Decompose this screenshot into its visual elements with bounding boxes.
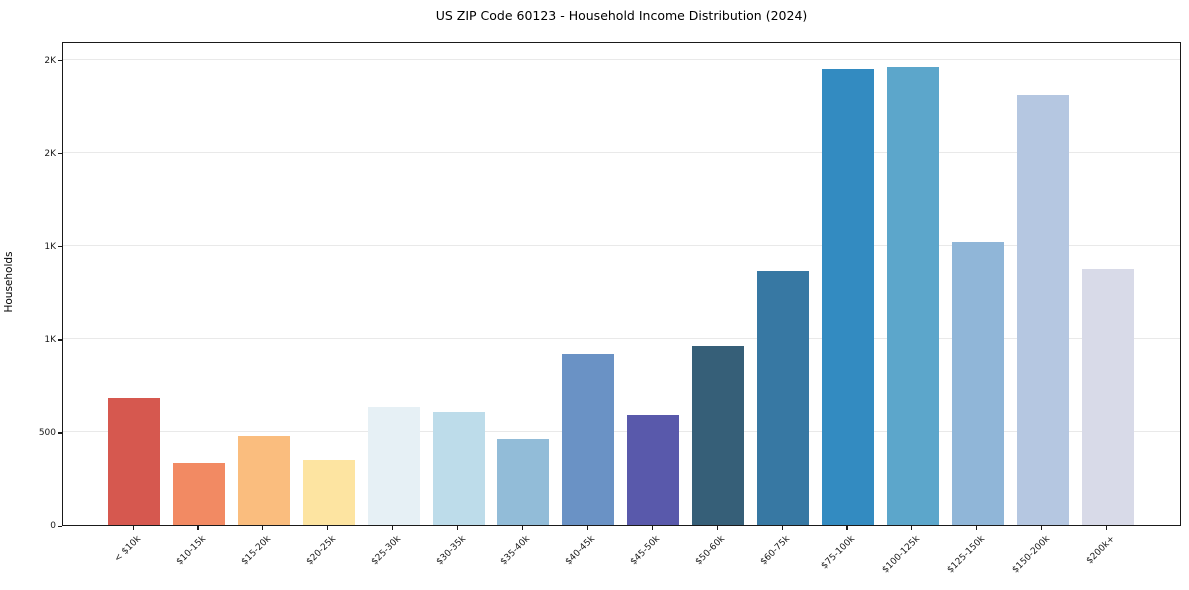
bar-20-25k[interactable] <box>302 459 355 525</box>
y-tick-label: 1K <box>44 241 56 252</box>
bar-25-30k[interactable] <box>367 406 420 525</box>
plot-area <box>62 42 1181 526</box>
bar-10-15k[interactable] <box>172 462 225 525</box>
x-tick-label: $40-45k <box>564 534 598 568</box>
y-axis-label: Households <box>3 251 15 313</box>
y-tick-label: 500 <box>38 427 56 438</box>
x-tick-label: $15-20k <box>239 534 273 568</box>
bar-45-50k[interactable] <box>627 415 680 525</box>
x-axis-tick <box>1041 526 1043 530</box>
x-axis-tick <box>911 526 913 530</box>
x-axis-tick <box>586 526 588 530</box>
bar-15-20k[interactable] <box>237 435 290 525</box>
x-tick-label: $200k+ <box>1084 534 1117 567</box>
x-axis-tick <box>262 526 264 530</box>
y-axis-tick <box>58 246 62 248</box>
gridline <box>63 431 1180 433</box>
bar-10k[interactable] <box>108 397 160 525</box>
x-axis-tick <box>392 526 394 530</box>
bar-40-45k[interactable] <box>562 353 615 525</box>
y-axis-tick <box>58 525 62 527</box>
gridline <box>63 245 1180 247</box>
x-axis-tick <box>781 526 783 530</box>
x-tick-label: $100-125k <box>880 534 922 576</box>
chart-title: US ZIP Code 60123 - Household Income Dis… <box>435 8 808 23</box>
x-tick-label: $25-30k <box>369 534 403 568</box>
x-axis-tick <box>521 526 524 530</box>
y-axis-tick <box>58 339 62 341</box>
x-tick-label: $150-200k <box>1010 534 1052 576</box>
x-axis-tick <box>651 526 653 530</box>
y-tick-label: 0 <box>50 521 56 531</box>
y-axis-tick <box>58 432 62 434</box>
x-axis-tick <box>327 526 329 530</box>
y-axis-tick <box>58 60 62 62</box>
bar-30-35k[interactable] <box>432 412 485 525</box>
x-axis-tick <box>846 526 848 530</box>
gridline <box>63 152 1180 154</box>
y-tick-label: 1K <box>44 334 56 345</box>
y-tick-label: 2K <box>44 55 56 66</box>
bar-60-75k[interactable] <box>757 270 809 525</box>
x-axis-tick <box>457 526 459 530</box>
x-axis-tick <box>716 526 718 530</box>
x-axis-tick <box>976 526 978 530</box>
bar-50-60k[interactable] <box>692 346 745 525</box>
x-tick-label: $20-25k <box>304 534 338 568</box>
x-tick-label: $75-100k <box>819 534 857 572</box>
x-axis-tick <box>1106 526 1108 530</box>
x-tick-label: $30-35k <box>434 534 468 568</box>
x-axis-tick <box>197 526 199 530</box>
bar-125-150k[interactable] <box>951 242 1004 525</box>
gridline <box>63 59 1180 61</box>
y-tick-label: 2K <box>44 148 56 159</box>
bar-100-125k[interactable] <box>886 67 939 525</box>
x-tick-label: $45-50k <box>628 534 663 568</box>
bar-35-40k[interactable] <box>497 439 550 525</box>
x-tick-label: < $10k <box>112 534 144 565</box>
y-axis-tick <box>58 153 62 155</box>
x-axis-tick <box>132 526 134 530</box>
gridline <box>63 338 1180 340</box>
x-tick-label: $60-75k <box>758 534 793 568</box>
x-tick-label: $35-40k <box>499 534 533 568</box>
bar-200k[interactable] <box>1081 269 1134 525</box>
bar-75-100k[interactable] <box>821 68 874 525</box>
bar-150-200k[interactable] <box>1016 95 1069 525</box>
x-tick-label: $125-150k <box>945 534 987 576</box>
x-tick-label: $50-60k <box>693 534 728 568</box>
x-tick-label: $10-15k <box>174 534 208 568</box>
